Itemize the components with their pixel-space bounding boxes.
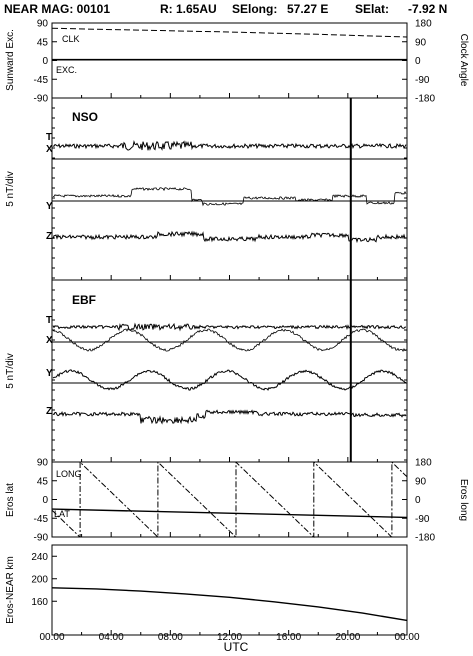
exc-series-label: EXC. <box>56 65 77 75</box>
clk-series-label: CLK <box>62 34 80 44</box>
xtick-label-5: 20:00 <box>335 632 360 643</box>
ytick-right-label-3-4: -180 <box>415 533 435 544</box>
lat-series-label: LAT <box>54 509 70 519</box>
clk-trace <box>51 27 408 38</box>
ebf-x-label: X <box>46 335 53 346</box>
panel1-ylabel-right: Clock Angle <box>458 34 469 87</box>
panel2-ylabel: 5 nT/div <box>5 171 16 207</box>
ebf-y-trace <box>52 369 407 391</box>
ebf-t-trace <box>52 322 406 332</box>
selat-value: -7.92 N <box>408 2 447 16</box>
xtick-label-2: 08:00 <box>158 632 183 643</box>
selat-label: SElat: <box>355 2 389 16</box>
nso-t-label: T <box>46 132 52 143</box>
ytick-label-0-2: 0 <box>42 56 48 67</box>
ytick-label-3-3: -45 <box>34 514 49 525</box>
nso-z-label: Z <box>46 231 52 242</box>
long-trace <box>51 461 408 538</box>
selong-label: SElong: <box>232 2 277 16</box>
ytick-label-4-0: 240 <box>31 552 48 563</box>
range-label: R: 1.65AU <box>160 2 217 16</box>
nso-z-trace <box>52 230 407 244</box>
ytick-right-label-3-0: 180 <box>415 458 432 469</box>
x-axis-title: UTC <box>224 640 249 654</box>
ytick-label-3-1: 45 <box>37 476 49 487</box>
ytick-right-label-0-1: 90 <box>415 37 427 48</box>
xtick-label-3: 12:00 <box>217 632 242 643</box>
ebf-y-label: Y <box>46 368 53 379</box>
selong-value: 57.27 E <box>287 2 328 16</box>
nso-x-label: X <box>46 144 53 155</box>
panel2-title: NSO <box>72 110 98 124</box>
panel4-ylabel: Eros lat <box>5 483 16 517</box>
ytick-label-0-1: 45 <box>37 37 49 48</box>
panel3-title: EBF <box>72 293 96 307</box>
ebf-x-trace <box>52 328 407 352</box>
panel1-ylabel: Sunward Exc. <box>5 29 16 91</box>
xtick-label-6: 00:00 <box>394 632 419 643</box>
ytick-label-3-2: 0 <box>42 495 48 506</box>
nso-y-trace <box>53 187 407 207</box>
panel3-ylabel: 5 nT/div <box>5 353 16 389</box>
ebf-z-trace <box>52 409 407 425</box>
ytick-right-label-0-3: -90 <box>415 75 430 86</box>
ytick-right-label-3-1: 90 <box>415 476 427 487</box>
ytick-label-0-3: -45 <box>34 75 49 86</box>
ytick-label-3-4: -90 <box>34 533 49 544</box>
ebf-z-label: Z <box>46 406 52 417</box>
ytick-right-label-3-3: -90 <box>415 514 430 525</box>
xtick-label-0: 00:00 <box>39 632 64 643</box>
ytick-label-3-0: 90 <box>37 458 49 469</box>
panel4-frame <box>51 461 408 538</box>
long-series-label: LONG <box>56 469 82 479</box>
ytick-right-label-0-4: -180 <box>415 94 435 105</box>
ebf-t-label: T <box>46 315 52 326</box>
ytick-right-label-0-2: 0 <box>415 56 421 67</box>
xtick-label-1: 04:00 <box>99 632 124 643</box>
panel2-frame <box>51 97 408 281</box>
ytick-label-0-0: 90 <box>37 19 49 30</box>
ytick-right-label-0-0: 180 <box>415 19 432 30</box>
ytick-label-0-4: -90 <box>34 94 49 105</box>
ytick-label-4-2: 160 <box>31 597 48 608</box>
panel4-ylabel-right: Eros long <box>458 479 469 521</box>
lat-trace <box>51 508 408 519</box>
ytick-right-label-3-2: 0 <box>415 495 421 506</box>
panel5-ylabel: Eros-NEAR km <box>5 556 16 624</box>
nso-y-label: Y <box>46 201 53 212</box>
nso-t-trace <box>52 140 407 151</box>
tick-layer: 90 45 0 -45 -90 180 90 0 -90 -180 90 45 0 -45 -90 180 90… <box>31 19 435 644</box>
distance-trace <box>51 587 408 622</box>
trace-layer <box>51 27 408 622</box>
mission-label: NEAR MAG: 00101 <box>4 2 110 16</box>
ytick-label-4-1: 200 <box>31 574 48 585</box>
xtick-label-4: 16:00 <box>276 632 301 643</box>
